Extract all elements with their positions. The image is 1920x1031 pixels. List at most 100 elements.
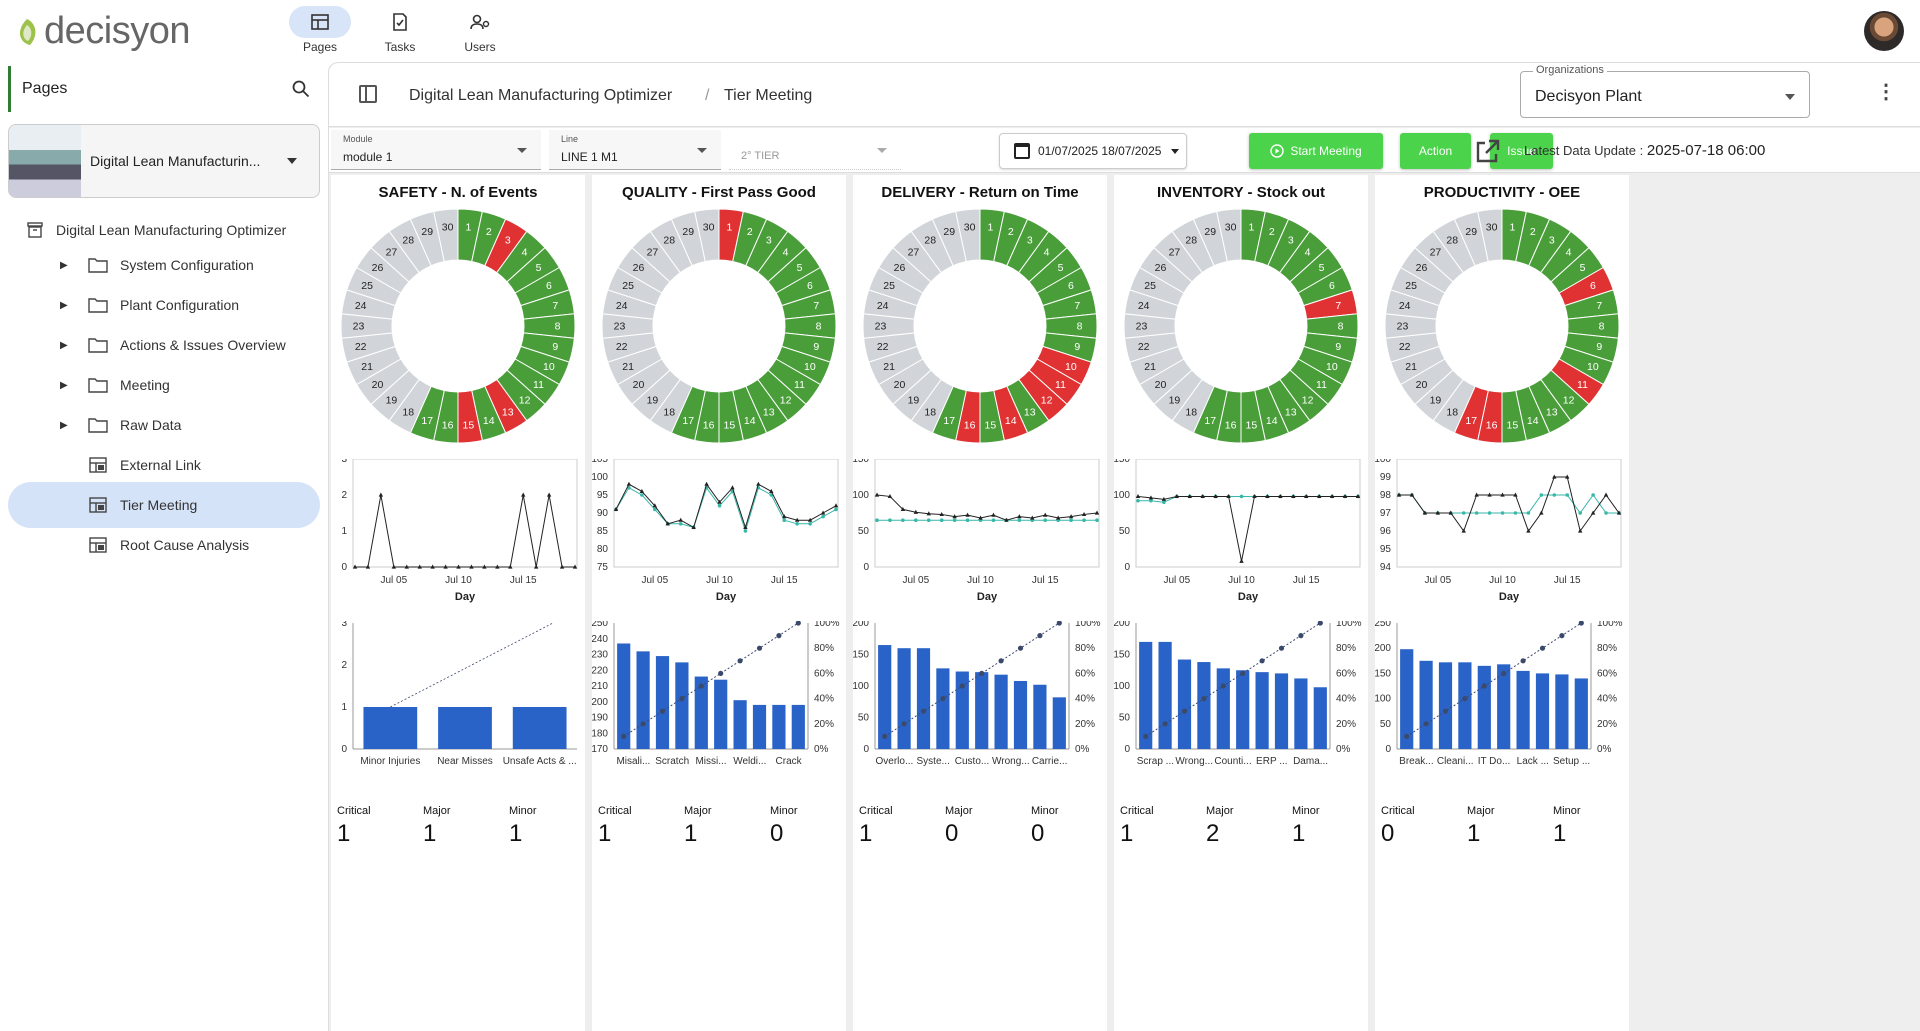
cumulative-point[interactable]: [737, 658, 743, 664]
pareto-bar[interactable]: [1274, 673, 1289, 749]
line-point[interactable]: [769, 488, 774, 493]
line-point[interactable]: [1448, 510, 1453, 515]
line-point[interactable]: [1590, 510, 1596, 515]
module-selector-card[interactable]: Digital Lean Manufacturin...: [8, 124, 320, 198]
line-point[interactable]: [717, 504, 722, 508]
line-point[interactable]: [665, 521, 670, 526]
line-point[interactable]: [1329, 493, 1335, 499]
cumulative-point[interactable]: [959, 683, 965, 689]
pareto-bar[interactable]: [1033, 684, 1047, 749]
action-button[interactable]: Action: [1400, 133, 1471, 169]
sidebar-item-actions-issues-overview[interactable]: ▶ Actions & Issues Overview: [8, 322, 320, 368]
line-point[interactable]: [1135, 493, 1141, 499]
pareto-bar[interactable]: [1158, 641, 1172, 749]
pareto-bar[interactable]: [694, 676, 708, 749]
pareto-bar[interactable]: [772, 704, 786, 749]
cumulative-point[interactable]: [1442, 708, 1449, 714]
cumulative-point[interactable]: [1037, 633, 1043, 639]
line-point[interactable]: [1068, 514, 1074, 519]
pareto-bar[interactable]: [1555, 674, 1569, 749]
line-point[interactable]: [1355, 493, 1361, 499]
sidebar-item-plant-configuration[interactable]: ▶ Plant Configuration: [8, 282, 320, 328]
line-point[interactable]: [1252, 493, 1257, 499]
line-point[interactable]: [1136, 498, 1140, 503]
line-point[interactable]: [430, 564, 435, 569]
line-point[interactable]: [913, 509, 919, 514]
cumulative-point[interactable]: [1404, 733, 1410, 739]
pareto-bar[interactable]: [878, 645, 892, 749]
pareto-bar[interactable]: [916, 648, 931, 749]
cumulative-point[interactable]: [979, 670, 985, 676]
line-point[interactable]: [1004, 517, 1009, 522]
line-point[interactable]: [508, 564, 513, 569]
line-point[interactable]: [914, 518, 918, 522]
start-meeting-button[interactable]: Start Meeting: [1249, 133, 1383, 169]
line-point[interactable]: [1081, 511, 1087, 517]
cumulative-point[interactable]: [659, 708, 666, 714]
expand-arrow-icon[interactable]: ▶: [60, 259, 68, 271]
line-point[interactable]: [533, 564, 539, 569]
tier-select[interactable]: 2° TIER: [729, 130, 901, 170]
line-point[interactable]: [717, 499, 722, 504]
cumulative-point[interactable]: [718, 670, 724, 676]
line-point[interactable]: [901, 518, 905, 522]
pareto-bar[interactable]: [617, 643, 631, 749]
decisyon-logo[interactable]: decisyon: [14, 10, 190, 53]
cumulative-point[interactable]: [901, 721, 907, 727]
sidebar-toggle-icon[interactable]: [359, 85, 377, 103]
line-point[interactable]: [1539, 510, 1544, 515]
line-point[interactable]: [991, 518, 996, 522]
line-point[interactable]: [391, 564, 397, 569]
cumulative-point[interactable]: [920, 708, 927, 714]
line-point[interactable]: [1265, 493, 1270, 499]
line-point[interactable]: [1017, 518, 1022, 522]
line-point[interactable]: [1316, 493, 1322, 499]
cumulative-point[interactable]: [640, 721, 646, 727]
cumulative-point[interactable]: [756, 645, 763, 651]
line-point[interactable]: [1239, 494, 1244, 499]
sidebar-item-tier-meeting[interactable]: Tier Meeting: [8, 482, 320, 528]
donut-day-segment[interactable]: [694, 208, 720, 263]
pareto-bar[interactable]: [1216, 668, 1230, 749]
pareto-bar[interactable]: [1139, 641, 1153, 749]
line-point[interactable]: [1422, 510, 1428, 515]
pareto-bar[interactable]: [955, 671, 969, 749]
pareto-bar[interactable]: [1438, 662, 1453, 749]
pareto-bar[interactable]: [363, 707, 418, 749]
line-point[interactable]: [691, 524, 696, 529]
line-point[interactable]: [820, 510, 826, 515]
cumulative-point[interactable]: [998, 658, 1004, 664]
line-point[interactable]: [653, 507, 657, 512]
cumulative-point[interactable]: [1317, 621, 1323, 626]
search-icon[interactable]: [292, 80, 310, 98]
severity-count[interactable]: 1: [1292, 820, 1306, 847]
line-point[interactable]: [807, 517, 813, 522]
cumulative-point[interactable]: [882, 733, 888, 739]
line-point[interactable]: [572, 564, 578, 569]
pareto-bar[interactable]: [897, 648, 911, 749]
cumulative-point[interactable]: [1539, 645, 1546, 651]
severity-count[interactable]: 0: [1031, 820, 1045, 847]
line-point[interactable]: [926, 518, 931, 522]
cumulative-point[interactable]: [1423, 721, 1429, 727]
cumulative-point[interactable]: [679, 696, 685, 702]
line-point[interactable]: [365, 564, 371, 569]
pareto-bar[interactable]: [1197, 662, 1211, 749]
pareto-bar[interactable]: [438, 707, 492, 749]
severity-count[interactable]: 1: [859, 820, 873, 847]
line-point[interactable]: [495, 564, 500, 569]
pareto-bar[interactable]: [1294, 678, 1308, 749]
line-point[interactable]: [1396, 492, 1402, 497]
line-point[interactable]: [1565, 493, 1570, 497]
line-point[interactable]: [1043, 518, 1048, 522]
line-point[interactable]: [1526, 511, 1531, 515]
line-point[interactable]: [888, 518, 892, 522]
line-point[interactable]: [404, 564, 409, 569]
line-point[interactable]: [887, 493, 893, 499]
pareto-bar[interactable]: [675, 662, 689, 749]
line-point[interactable]: [978, 515, 983, 520]
pareto-bar[interactable]: [1236, 670, 1250, 749]
line-point[interactable]: [1278, 493, 1283, 499]
expand-arrow-icon[interactable]: ▶: [60, 299, 68, 311]
line-point[interactable]: [1304, 493, 1309, 499]
